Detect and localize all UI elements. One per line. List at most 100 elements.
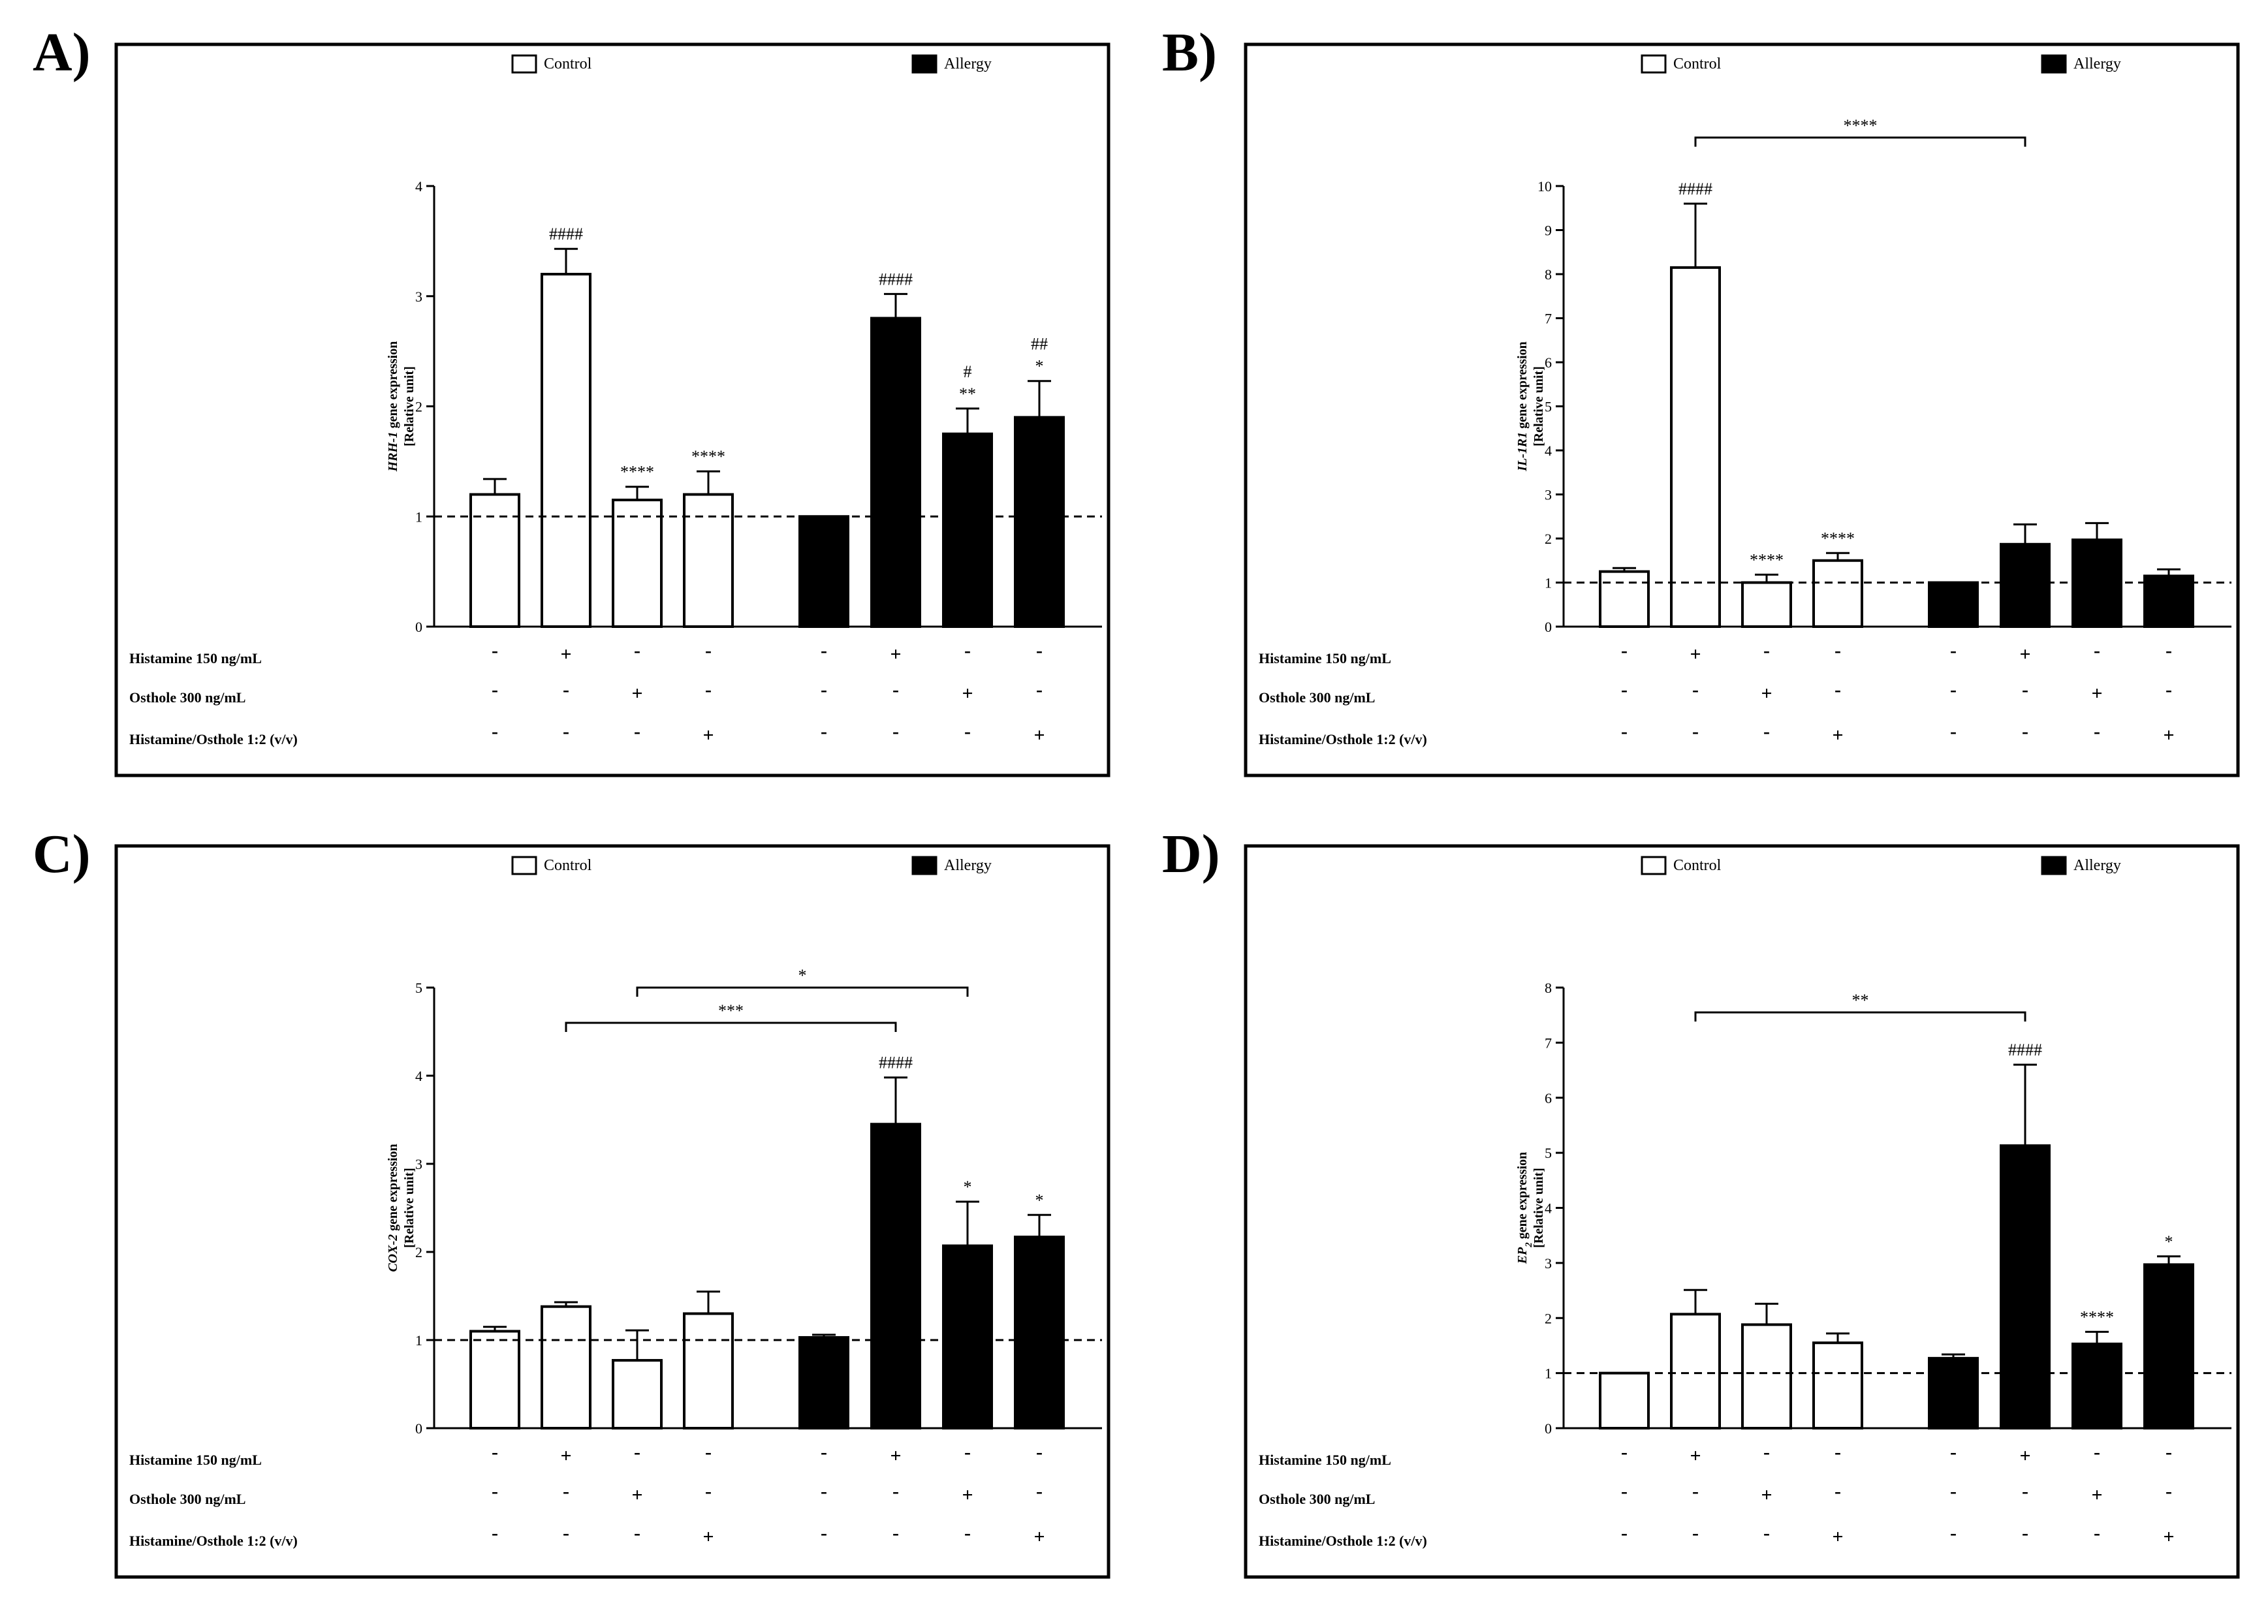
y-axis-gene: HRH-1 [386,431,400,472]
legend-allergy-label: Allergy [2073,55,2121,72]
comparison-bracket [636,986,969,997]
treatment-sign: + [2019,1445,2030,1467]
legend-control-label: Control [1673,55,1722,72]
legend-allergy-label: Allergy [944,55,992,72]
treatment-sign: - [1621,1480,1628,1502]
treatment-sign: - [964,1441,971,1463]
bracket-label: **** [1844,116,1878,135]
chart-panel: C) Control Allergy 0 1 2 3 4 5 COX-2 gene express… [33,824,1110,1579]
significance-label: # [964,362,972,381]
significance-label: **** [2080,1307,2114,1326]
treatment-sign: - [2094,640,2100,661]
legend-control-label: Control [544,55,592,72]
treatment-sign: + [631,1484,642,1506]
y-tick-label: 4 [415,178,422,195]
treatment-sign: - [563,1522,569,1544]
y-axis-title-suffix: gene expression [386,1144,400,1234]
y-tick-label: 6 [1545,354,1552,371]
treatment-sign: - [1036,679,1043,700]
treatment-sign: - [2022,679,2028,700]
y-tick-label: 7 [1545,1035,1552,1051]
treatment-sign: + [962,683,973,704]
bar-control [683,1312,734,1429]
treatment-sign: + [1690,644,1701,665]
y-tick-label: 2 [1545,531,1552,547]
bar-control [1812,1341,1863,1429]
bar-allergy [2143,1263,2194,1429]
y-tick-label: 6 [1545,1090,1552,1106]
legend-allergy-swatch [911,856,937,875]
y-axis-gene: IL-1R1 [1515,432,1530,472]
bar-control [541,273,591,628]
treatment-sign: + [1761,1484,1772,1506]
y-axis-unit: [Relative unit] [1532,1168,1546,1248]
legend-control-swatch [511,54,537,74]
treatment-label: Histamine/Osthole 1:2 (v/v) [1259,1533,1427,1549]
y-axis-title: IL-1R1 gene expression [1515,341,1530,472]
bar-allergy [2000,542,2051,629]
treatment-sign: + [890,644,901,665]
treatment-sign: - [2022,1522,2028,1544]
y-tick-label: 5 [415,980,422,996]
bar-allergy [870,317,921,628]
y-axis-title: HRH-1 gene expression [386,341,400,473]
legend-control-swatch [1641,54,1667,74]
significance-label: #### [879,270,913,289]
treatment-sign: - [2094,721,2100,742]
treatment-label: Histamine/Osthole 1:2 (v/v) [129,1533,298,1549]
treatment-sign: - [1036,640,1043,661]
treatment-sign: - [1763,1441,1770,1463]
treatment-sign: - [892,1522,899,1544]
treatment-sign: - [1692,1522,1699,1544]
treatment-label: Osthole 300 ng/mL [129,1491,245,1507]
treatment-sign: - [1950,1480,1957,1502]
treatment-sign: - [1036,1480,1043,1502]
treatment-label: Osthole 300 ng/mL [1259,1491,1375,1507]
treatment-sign: - [492,1441,498,1463]
y-tick-label: 8 [1545,266,1552,283]
y-axis-title-suffix: gene expression [386,341,400,432]
treatment-sign: - [821,721,827,742]
bar-control [1741,581,1792,628]
bar-allergy [942,1244,993,1429]
y-tick-label: 9 [1545,223,1552,239]
treatment-sign: - [1763,640,1770,661]
panel-letter: D) [1162,824,1220,884]
y-tick-label: 2 [415,1244,422,1260]
treatment-sign: + [2163,725,2174,746]
treatment-sign: + [560,644,571,665]
chart-panel: A) Control Allergy 0 1 2 3 4 HRH-1 gene expressi… [33,22,1110,777]
treatment-sign: - [1950,679,1957,700]
treatment-sign: - [2094,1441,2100,1463]
treatment-sign: - [964,640,971,661]
comparison-bracket [1694,1011,2026,1022]
y-tick-label: 2 [415,399,422,415]
bar-allergy [1014,416,1065,628]
bar-allergy [942,432,993,628]
bar-control [1741,1323,1792,1429]
significance-label: #### [549,225,583,243]
panel-frame [1244,844,2240,1579]
y-tick-label: 3 [1545,487,1552,503]
treatment-sign: - [492,721,498,742]
y-tick-label: 1 [1545,1366,1552,1382]
treatment-sign: - [1692,679,1699,700]
y-axis-unit: [Relative unit] [402,1168,417,1248]
treatment-label: Histamine 150 ng/mL [1259,1452,1391,1468]
treatment-sign: + [631,683,642,704]
y-tick-label: 2 [1545,1310,1552,1326]
y-axis-title-suffix: gene expression [1515,341,1530,432]
treatment-sign: - [1763,721,1770,742]
treatment-sign: + [1033,725,1045,746]
treatment-sign: - [2166,679,2172,700]
treatment-sign: - [1763,1522,1770,1544]
significance-label: * [1035,1191,1044,1210]
treatment-sign: - [492,1522,498,1544]
bracket-label: *** [718,1001,744,1020]
bar-control [469,493,520,628]
treatment-sign: + [1832,725,1843,746]
treatment-sign: - [634,721,640,742]
y-axis-unit: [Relative unit] [402,366,417,446]
treatment-sign: - [2166,1441,2172,1463]
